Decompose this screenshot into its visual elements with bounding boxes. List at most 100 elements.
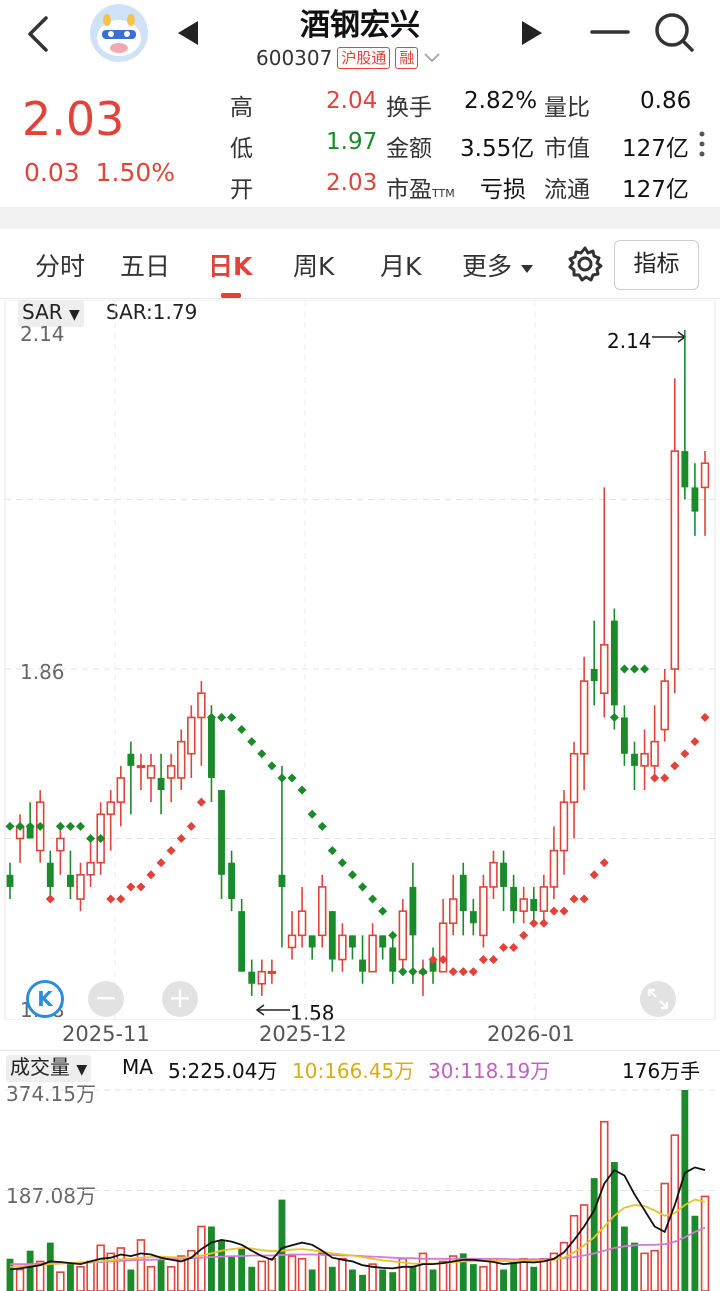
candle — [257, 959, 267, 996]
volume-bar — [228, 1256, 236, 1291]
volume-indicator-select[interactable]: 成交量 ▼ — [6, 1055, 92, 1082]
sar-point — [670, 761, 680, 771]
candle-body — [56, 837, 65, 852]
change-percent: 1.50% — [95, 158, 176, 187]
tab-weekly-k[interactable]: 周K — [293, 252, 335, 281]
volume-bar — [238, 1248, 246, 1291]
search-icon[interactable] — [652, 10, 696, 54]
zoom-out-button[interactable]: − — [88, 981, 124, 1017]
candle-body — [631, 753, 638, 766]
plus-icon: + — [168, 981, 192, 1014]
settings-gear-icon[interactable] — [566, 245, 604, 283]
candle-body — [640, 752, 649, 767]
ma30-value: 30:118.19万 — [428, 1059, 551, 1083]
volume-bar — [26, 1250, 34, 1291]
sar-point — [45, 894, 55, 904]
candle — [287, 911, 297, 960]
candle-body — [278, 874, 286, 887]
value-open: 2.03 — [326, 170, 378, 196]
prev-stock-icon[interactable] — [176, 18, 202, 48]
back-icon[interactable] — [24, 14, 54, 54]
minimize-icon[interactable] — [590, 22, 630, 42]
candle — [660, 669, 669, 742]
candle — [569, 741, 579, 839]
sar-point — [307, 809, 317, 819]
tab-intraday[interactable]: 分时 — [35, 252, 86, 281]
volume-bar — [510, 1261, 518, 1291]
volume-bar — [349, 1269, 356, 1291]
candle-body — [287, 934, 297, 949]
candle — [610, 608, 618, 730]
sar-indicator-select[interactable]: SAR ▼ — [18, 300, 84, 327]
candle-body — [46, 862, 54, 887]
x-label-jan: 2026-01 — [487, 1022, 575, 1046]
candle — [56, 826, 65, 875]
volume-bar — [208, 1226, 215, 1291]
candle — [67, 850, 74, 900]
label-low: 低 — [230, 136, 253, 162]
price-change: 0.03 1.50% — [24, 158, 175, 187]
volume-bar — [146, 1266, 156, 1291]
candle — [600, 487, 609, 718]
candle-body — [489, 861, 498, 888]
volume-bar — [549, 1252, 559, 1291]
candle — [579, 656, 589, 791]
candle-body — [559, 801, 569, 852]
volume-bar — [681, 1090, 689, 1291]
volume-bar — [46, 1242, 54, 1291]
candle — [631, 741, 638, 791]
sar-point — [287, 773, 297, 783]
volume-bar — [248, 1266, 256, 1291]
volume-bar — [610, 1162, 618, 1291]
tab-more[interactable]: 更多 — [462, 247, 534, 283]
volume-bar — [429, 1269, 437, 1291]
candle — [136, 753, 146, 791]
candle — [590, 620, 598, 706]
ma-label: MA — [122, 1055, 153, 1079]
volume-bar — [6, 1258, 14, 1291]
label-high: 高 — [230, 95, 253, 121]
candle-body — [600, 643, 609, 695]
tab-five-day[interactable]: 五日 — [120, 252, 171, 281]
label-pe-ttm: TTM — [432, 187, 455, 200]
volume-bar — [631, 1242, 638, 1291]
volume-bar — [197, 1225, 206, 1291]
candle — [297, 886, 307, 948]
candle-body — [187, 716, 196, 755]
sar-value: SAR:1.79 — [106, 300, 198, 324]
sar-point — [660, 773, 670, 783]
volume-chart[interactable] — [0, 1076, 720, 1291]
candle-body — [438, 922, 448, 973]
k-mode-button[interactable]: K — [26, 980, 64, 1018]
candle — [187, 705, 196, 778]
mascot-avatar[interactable] — [90, 4, 148, 62]
candle — [166, 753, 176, 803]
zoom-in-button[interactable]: + — [162, 981, 198, 1017]
candle — [278, 765, 286, 948]
next-stock-icon[interactable] — [518, 18, 544, 48]
sar-point — [468, 967, 478, 977]
fullscreen-button[interactable] — [640, 981, 676, 1017]
candle — [157, 753, 165, 815]
tab-monthly-k[interactable]: 月K — [380, 252, 422, 281]
volume-bar — [409, 1266, 417, 1291]
tab-daily-k[interactable]: 日K — [208, 252, 253, 281]
sar-point — [368, 894, 378, 904]
sar-point — [378, 906, 388, 916]
sar-point — [539, 918, 549, 928]
volume-bar — [297, 1257, 307, 1291]
candle-body — [136, 765, 146, 769]
sar-point — [186, 821, 196, 831]
ma10-line — [9, 1198, 706, 1268]
sar-point — [65, 821, 75, 831]
volume-bar — [691, 1215, 699, 1291]
chevron-down-icon[interactable] — [423, 51, 441, 65]
candlestick-chart[interactable] — [0, 300, 720, 1020]
expand-quote-icon[interactable] — [692, 128, 712, 160]
indicator-button[interactable]: 指标 — [614, 240, 699, 290]
candle — [127, 741, 135, 815]
candle-body — [519, 898, 528, 912]
sar-point — [519, 930, 529, 940]
ma10-value: 10:166.45万 — [292, 1059, 415, 1083]
candle — [459, 862, 467, 936]
